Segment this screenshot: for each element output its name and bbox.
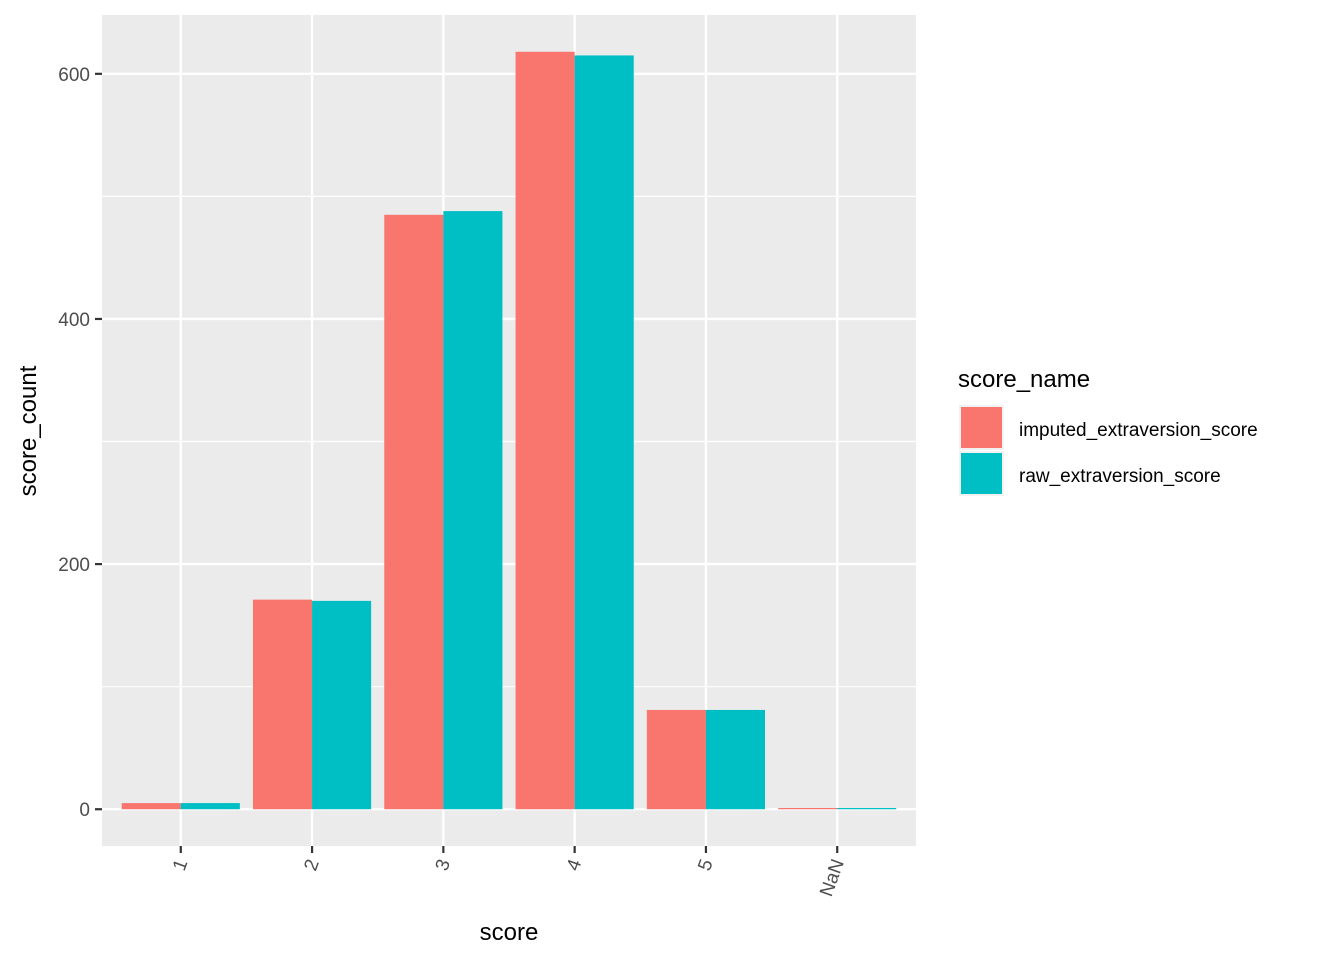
minor-gridlines — [102, 195, 916, 688]
legend-label-raw: raw_extraversion_score — [1019, 466, 1221, 487]
bar — [837, 808, 897, 810]
legend: score_name imputed_extraversion_score ra… — [958, 366, 1258, 496]
bar — [252, 599, 313, 810]
bar — [443, 211, 503, 810]
plot-panel — [102, 15, 916, 846]
legend-swatch-raw — [961, 453, 1002, 494]
bar — [384, 214, 444, 810]
x-tick-label: 1 — [169, 857, 192, 874]
x-tick-label: 2 — [300, 857, 323, 874]
legend-label-imputed: imputed_extraversion_score — [1019, 420, 1258, 441]
x-tick-label: 5 — [694, 857, 717, 874]
y-axis: 0 200 400 600 — [58, 65, 102, 821]
bars — [121, 51, 897, 810]
x-tick-label: 3 — [432, 857, 455, 874]
y-axis-title: score_count — [15, 365, 42, 496]
bar — [515, 51, 575, 810]
bar — [121, 803, 181, 810]
bar — [312, 600, 372, 810]
x-axis-title: score — [480, 919, 539, 946]
x-tick-label: NaN — [816, 857, 849, 900]
y-tick-label: 600 — [58, 65, 90, 86]
bar — [574, 55, 634, 810]
bar — [778, 808, 838, 810]
legend-swatch-imputed — [961, 407, 1002, 448]
y-tick-label: 200 — [58, 555, 90, 576]
y-tick-label: 0 — [79, 800, 90, 821]
x-tick-label: 4 — [563, 856, 586, 874]
bar — [646, 709, 706, 810]
y-tick-label: 400 — [58, 310, 90, 331]
legend-title: score_name — [958, 366, 1090, 393]
bar — [180, 803, 240, 810]
x-axis: 1 2 3 4 5 NaN — [169, 846, 849, 899]
bar — [705, 709, 766, 810]
